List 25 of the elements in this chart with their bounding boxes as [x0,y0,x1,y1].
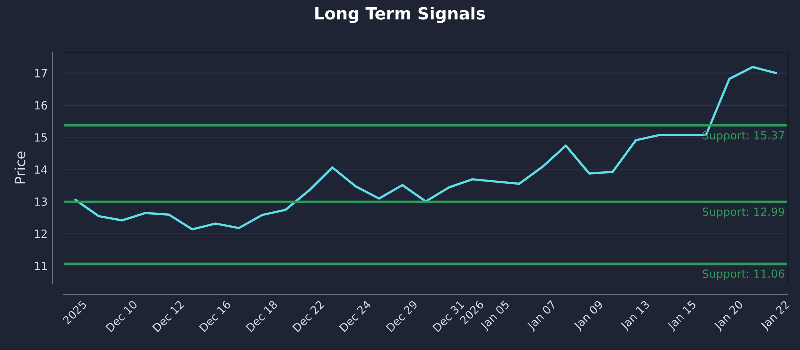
ref-line-label: Support: 11.06 [702,270,785,280]
y-tick-label: 14 [35,166,48,174]
y-tick-label: 11 [35,262,47,270]
x-tick-label: Dec 29 [386,300,418,332]
x-tick-label: Jan 22 [760,300,792,332]
y-tick-label: 13 [35,198,48,206]
x-tick-label: Dec 24 [339,300,372,332]
x-tick-label: Jan 07 [526,300,558,332]
y-tick-label: 15 [35,134,48,142]
ref-line-label: Support: 15.37 [702,131,784,142]
y-tick-label: 16 [35,101,48,110]
x-tick-label: Dec 12 [152,300,184,332]
x-tick-label: Jan 09 [573,300,605,332]
x-tick-label: Dec 10 [106,300,138,332]
x-tick-label: Jan 13 [620,300,652,332]
x-tick-label: Dec 18 [246,300,278,332]
y-tick-label: 12 [35,230,47,238]
ref-line-label: Support: 12.99 [702,208,784,218]
x-tick-label: Jan 20 [713,300,746,332]
x-tick-label: Dec 22 [292,300,325,332]
chart-title: Long Term Signals [316,7,486,24]
x-tick-label: Jan 15 [666,300,698,332]
y-axis-title: Price [14,152,26,184]
y-tick-label: 17 [35,69,48,78]
x-tick-label: Dec 16 [199,300,232,332]
